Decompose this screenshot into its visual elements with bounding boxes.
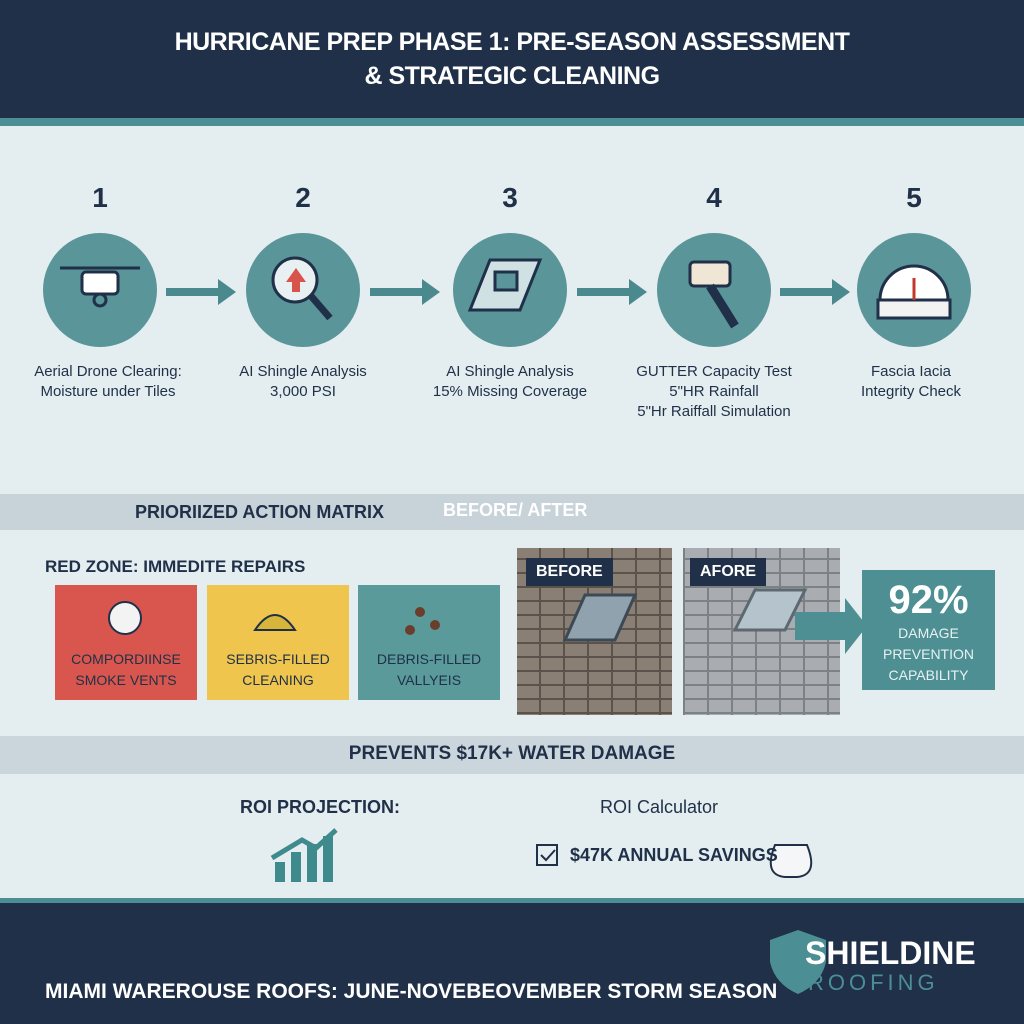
step-label: AI Shingle Analysis 3,000 PSI bbox=[203, 362, 403, 402]
line: AI Shingle Analysis bbox=[446, 363, 574, 380]
line: Fascia Iacia bbox=[870, 363, 952, 380]
line: 3,000 PSI bbox=[270, 383, 336, 400]
line: CAPABILITY bbox=[888, 667, 969, 683]
line: AI Shingle Analysis bbox=[239, 363, 367, 380]
photo-tag: AFORE bbox=[690, 558, 766, 586]
line: 15% Missing Coverage bbox=[432, 383, 588, 400]
zone-label: RED ZONE: IMMEDITE REPAIRS bbox=[45, 557, 306, 576]
footer-text: MIAMI WAREROUSE ROOFS: JUNE-NOVEBEOVEMBE… bbox=[45, 980, 778, 1003]
step-label: Fascia Iacia Integrity Check bbox=[811, 362, 1011, 402]
line: DEBRIS-FILLED bbox=[376, 651, 482, 667]
line: GUTTER Capacity Test bbox=[636, 363, 792, 380]
before-after: BEFORE/ AFTER bbox=[443, 500, 588, 520]
line: Aerial Drone Clearing: bbox=[34, 363, 182, 380]
line: DAMAGE bbox=[898, 625, 959, 641]
line: SEBRIS-FILLED bbox=[226, 651, 330, 667]
line: VALLYEIS bbox=[396, 672, 462, 688]
action-card: DEBRIS-FILLED VALLYEIS bbox=[358, 585, 500, 700]
title: & STRATEGIC CLEANING bbox=[364, 62, 660, 90]
stat-value: 92% bbox=[888, 578, 969, 622]
line: 5"HR Rainfall bbox=[669, 383, 759, 400]
action-card: SEBRIS-FILLED CLEANING bbox=[207, 585, 349, 700]
stripe bbox=[0, 118, 1024, 126]
savings: $47K ANNUAL SAVINGS bbox=[570, 845, 778, 865]
step-number: 1 bbox=[92, 182, 108, 213]
step-number: 5 bbox=[906, 182, 922, 213]
step-number: 2 bbox=[295, 182, 311, 213]
step-number: 4 bbox=[706, 182, 722, 213]
step-number: 3 bbox=[502, 182, 518, 213]
step-label: GUTTER Capacity Test 5"HR Rainfall 5"Hr Ra… bbox=[614, 362, 814, 422]
stat: 92% DAMAGE PREVENTION CAPABILITY bbox=[862, 578, 995, 686]
action-card: COMPORDIINSE SMOKE VENTS bbox=[55, 585, 197, 700]
line: PREVENTION bbox=[882, 646, 974, 662]
step-label: Aerial Drone Clearing: Moisture under Til… bbox=[8, 362, 208, 402]
title: HURRICANE PREP PHASE 1: PRE-SEASON ASSES… bbox=[174, 28, 850, 56]
line: CLEANING bbox=[242, 672, 314, 688]
brand: SHIELDINE bbox=[805, 935, 976, 971]
photo-tag: BEFORE bbox=[526, 558, 613, 586]
step-label: AI Shingle Analysis 15% Missing Coverage bbox=[410, 362, 610, 402]
roi-projection: ROI PROJECTION: bbox=[240, 797, 401, 817]
line: COMPORDIINSE bbox=[71, 651, 181, 667]
matrix-title: PRIORIIZED ACTION MATRIX bbox=[135, 502, 384, 522]
line: Integrity Check bbox=[860, 383, 962, 400]
line: Moisture under Tiles bbox=[40, 383, 176, 400]
roi-calculator: ROI Calculator bbox=[600, 797, 719, 817]
line: 5"Hr Raiffall Simulation bbox=[637, 403, 791, 420]
header bbox=[0, 0, 1024, 118]
banner: PREVENTS $17K+ WATER DAMAGE bbox=[348, 743, 676, 764]
brand-sub: ROOFING bbox=[808, 970, 939, 995]
line: SMOKE VENTS bbox=[75, 672, 177, 688]
